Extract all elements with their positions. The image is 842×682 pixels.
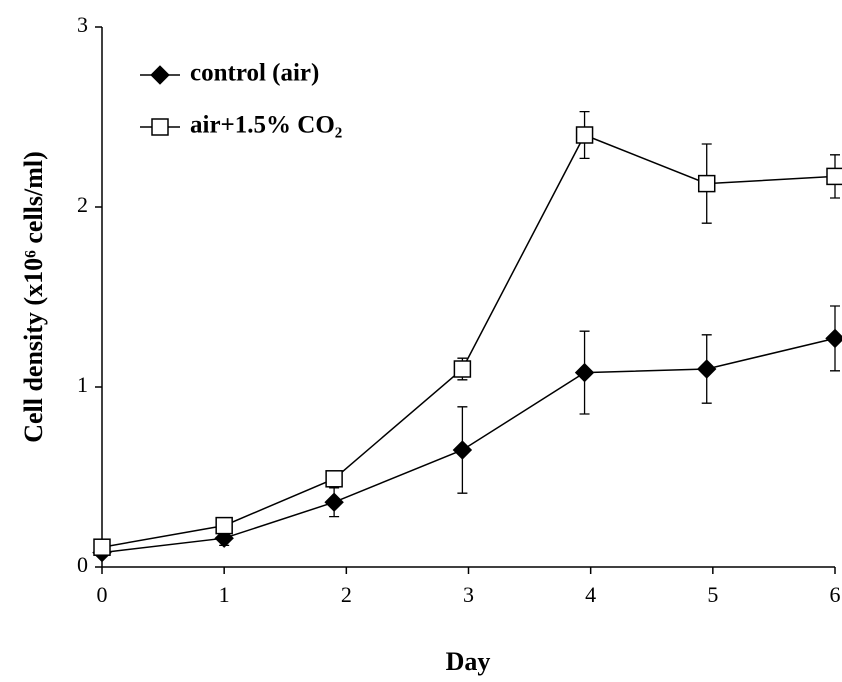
y-axis-title: Cell density (x10⁶ cells/ml) (19, 151, 48, 443)
data-point (452, 440, 473, 460)
legend-text: air+1.5% CO₂ (190, 112, 342, 139)
x-tick-label: 3 (463, 582, 474, 607)
data-point (215, 516, 233, 535)
x-tick-label: 2 (341, 582, 352, 607)
data-point (825, 328, 842, 349)
data-point (826, 167, 842, 186)
legend-text: control (air) (190, 60, 319, 87)
data-point (93, 538, 111, 556)
x-tick-label: 1 (219, 582, 230, 607)
data-point (697, 359, 717, 379)
y-tick-label: 0 (77, 552, 88, 577)
data-point (697, 174, 716, 193)
x-tick-label: 6 (830, 582, 841, 607)
y-tick-label: 3 (77, 12, 88, 37)
data-point (575, 126, 594, 144)
legend-marker (151, 118, 169, 136)
data-point (324, 492, 344, 512)
x-tick-label: 4 (585, 582, 596, 607)
x-axis-title: Day (446, 647, 491, 676)
data-point (325, 470, 343, 488)
data-point (574, 362, 595, 383)
y-tick-label: 1 (77, 372, 88, 397)
legend-marker (150, 65, 170, 85)
data-point (453, 360, 472, 378)
series-line (101, 134, 836, 548)
y-tick-label: 2 (77, 192, 88, 217)
x-tick-label: 5 (707, 582, 718, 607)
x-tick-label: 0 (97, 582, 108, 607)
